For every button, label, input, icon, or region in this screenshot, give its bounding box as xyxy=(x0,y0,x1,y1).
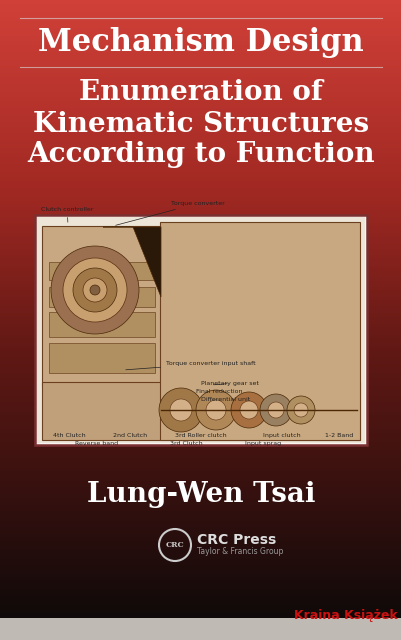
Circle shape xyxy=(293,403,307,417)
Circle shape xyxy=(63,258,127,322)
Circle shape xyxy=(196,390,235,430)
Circle shape xyxy=(259,394,291,426)
Circle shape xyxy=(205,400,225,420)
Text: Lung-Wen Tsai: Lung-Wen Tsai xyxy=(87,481,314,509)
FancyBboxPatch shape xyxy=(42,226,162,386)
Text: Torque converter: Torque converter xyxy=(115,201,224,225)
Bar xyxy=(49,287,155,307)
Text: Taylor & Francis Group: Taylor & Francis Group xyxy=(196,547,283,556)
Bar xyxy=(37,217,364,443)
Text: According to Function: According to Function xyxy=(27,141,374,168)
FancyBboxPatch shape xyxy=(160,222,359,440)
Circle shape xyxy=(239,401,257,419)
Circle shape xyxy=(90,285,100,295)
Circle shape xyxy=(286,396,314,424)
Bar xyxy=(49,262,155,280)
Circle shape xyxy=(231,392,266,428)
Text: Input sprag: Input sprag xyxy=(244,441,280,446)
Text: CRC: CRC xyxy=(165,541,184,549)
Text: 3rd Roller clutch: 3rd Roller clutch xyxy=(174,433,226,438)
Text: 4th Clutch: 4th Clutch xyxy=(53,433,85,438)
Text: Mechanism Design: Mechanism Design xyxy=(38,28,363,58)
Text: Torque converter input shaft: Torque converter input shaft xyxy=(126,361,255,370)
FancyBboxPatch shape xyxy=(42,382,359,440)
Bar xyxy=(0,618,401,640)
Circle shape xyxy=(83,278,107,302)
Circle shape xyxy=(267,402,283,418)
Bar xyxy=(49,312,155,337)
Bar xyxy=(35,215,366,445)
Text: Enumeration of: Enumeration of xyxy=(79,79,322,106)
Text: Kinematic Structures: Kinematic Structures xyxy=(33,111,368,138)
Circle shape xyxy=(159,388,203,432)
Bar xyxy=(49,343,155,373)
Text: Input clutch: Input clutch xyxy=(262,433,300,438)
Text: 2nd Clutch: 2nd Clutch xyxy=(113,433,147,438)
Text: 1-2 Band: 1-2 Band xyxy=(324,433,352,438)
Polygon shape xyxy=(103,227,160,297)
Circle shape xyxy=(73,268,117,312)
Circle shape xyxy=(51,246,139,334)
Text: Reverse band: Reverse band xyxy=(75,441,118,446)
Text: Differential unit: Differential unit xyxy=(200,397,250,402)
Text: Clutch controller: Clutch controller xyxy=(41,207,93,222)
Text: CRC Press: CRC Press xyxy=(196,533,275,547)
Text: Kraina Książek: Kraina Książek xyxy=(294,609,397,622)
Circle shape xyxy=(170,399,192,421)
Text: 3rd Clutch: 3rd Clutch xyxy=(170,441,202,446)
Text: Final reduction: Final reduction xyxy=(196,389,242,394)
Text: Planetary gear set: Planetary gear set xyxy=(200,381,258,386)
